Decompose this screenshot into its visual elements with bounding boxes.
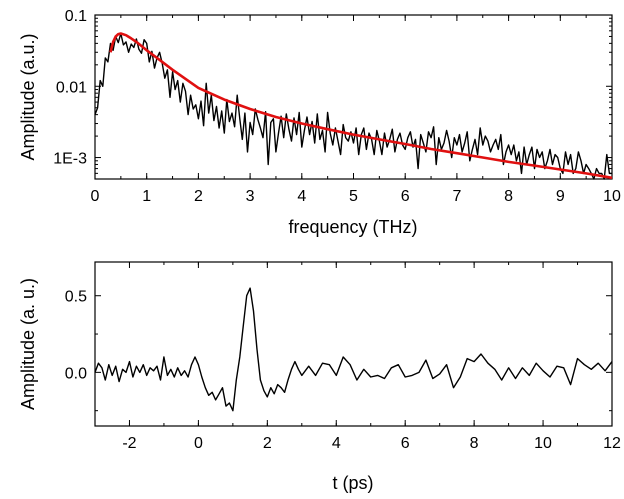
waveform-series-line-0 xyxy=(94,287,613,412)
waveform-x-tick-label: 0 xyxy=(194,435,203,452)
waveform-x-tick-label: 4 xyxy=(332,435,341,452)
spectrum-x-tick-label: 0 xyxy=(91,188,100,205)
waveform-x-tick-label: 8 xyxy=(470,435,479,452)
waveform-x-tick-label: -2 xyxy=(122,435,136,452)
waveform-x-axis-label: t (ps) xyxy=(332,473,373,493)
waveform-x-tick-label: 12 xyxy=(603,435,621,452)
spectrum-plot-frame xyxy=(94,14,613,180)
spectrum-x-tick-label: 9 xyxy=(556,188,565,205)
spectrum-x-tick-label: 4 xyxy=(297,188,306,205)
spectrum-x-tick-label: 5 xyxy=(349,188,358,205)
spectrum-series xyxy=(94,32,613,180)
waveform-y-tick-label: 0.5 xyxy=(65,289,87,306)
spectrum-ticks: 0 1 2 3 4 5 6 7 8 9 10 1E-3 0.01 0.1 xyxy=(53,8,621,205)
spectrum-y-axis-label: Amplitude (a.u.) xyxy=(18,33,38,160)
spectrum-x-tick-label: 10 xyxy=(603,188,621,205)
waveform-y-tick-label: 0.0 xyxy=(65,365,87,382)
waveform-x-tick-label: 10 xyxy=(534,435,552,452)
waveform-y-axis-label: Amplitude (a. u.) xyxy=(18,278,38,410)
waveform-x-tick-label: 6 xyxy=(401,435,410,452)
spectrum-x-tick-label: 1 xyxy=(142,188,151,205)
spectrum-y-tick-label: 1E-3 xyxy=(53,151,87,168)
spectrum-y-tick-label: 0.1 xyxy=(65,8,87,25)
spectrum-series-line-1 xyxy=(109,32,613,180)
waveform-ticks: -2 0 2 4 6 8 10 12 0.0 0.5 xyxy=(65,262,621,452)
spectrum-x-tick-label: 3 xyxy=(246,188,255,205)
spectrum-x-tick-label: 6 xyxy=(401,188,410,205)
waveform-chart: -2 0 2 4 6 8 10 12 0.0 0.5 t (ps) Amplitude (a. u… xyxy=(18,261,621,493)
waveform-x-tick-label: 2 xyxy=(263,435,272,452)
spectrum-x-axis-label: frequency (THz) xyxy=(288,217,417,237)
spectrum-x-tick-label: 8 xyxy=(504,188,513,205)
waveform-plot-frame xyxy=(94,261,613,427)
spectrum-y-tick-label: 0.01 xyxy=(56,79,87,96)
spectrum-x-tick-label: 7 xyxy=(452,188,461,205)
spectrum-series-line-0 xyxy=(94,32,612,180)
spectrum-x-tick-label: 2 xyxy=(194,188,203,205)
waveform-series xyxy=(94,287,613,412)
